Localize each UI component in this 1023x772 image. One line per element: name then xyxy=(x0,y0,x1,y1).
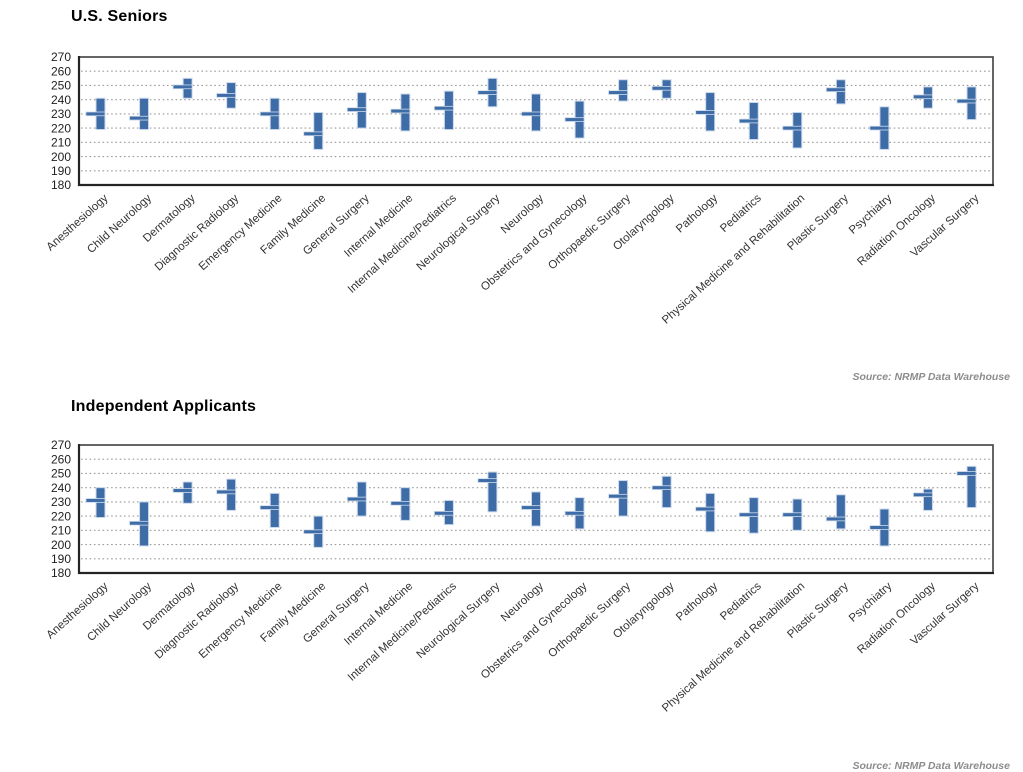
y-tick-label: 260 xyxy=(51,452,71,466)
range-bar xyxy=(487,471,498,513)
chart-title: U.S. Seniors xyxy=(71,8,168,25)
median-tick xyxy=(564,117,585,122)
range-bar xyxy=(139,97,150,131)
median-tick xyxy=(85,111,106,117)
median-tick xyxy=(303,131,324,137)
median-tick xyxy=(825,87,846,93)
y-tick-label: 180 xyxy=(51,566,71,580)
median-tick xyxy=(825,516,846,522)
y-tick-label: 230 xyxy=(51,107,71,121)
y-tick-label: 210 xyxy=(51,136,71,150)
x-axis-label: Pathology xyxy=(674,192,720,235)
median-tick xyxy=(782,125,803,131)
median-tick xyxy=(913,94,933,100)
median-tick xyxy=(172,84,193,90)
range-bar xyxy=(226,478,237,511)
median-tick xyxy=(346,107,367,112)
median-tick xyxy=(346,496,367,502)
y-tick-label: 200 xyxy=(51,150,71,164)
median-tick xyxy=(390,501,411,506)
y-tick-label: 270 xyxy=(51,50,71,64)
range-bar xyxy=(966,465,977,509)
median-tick xyxy=(738,512,759,517)
median-tick xyxy=(913,492,933,498)
y-tick-label: 240 xyxy=(51,481,71,495)
x-axis-label: Emergency Medicine xyxy=(197,580,285,661)
median-tick xyxy=(956,471,977,476)
median-tick xyxy=(521,505,541,510)
y-tick-label: 190 xyxy=(51,552,71,566)
y-tick-label: 210 xyxy=(51,524,71,538)
median-tick xyxy=(782,512,803,517)
median-tick xyxy=(695,506,716,512)
median-tick xyxy=(869,125,890,131)
x-axis-label: Pediatrics xyxy=(718,580,764,623)
independent-applicants-chart-section: Independent Applicants 270 260 250 240 230 22… xyxy=(0,388,1023,772)
median-tick xyxy=(956,98,977,104)
y-tick-label: 240 xyxy=(51,93,71,107)
median-tick xyxy=(85,498,106,503)
median-tick xyxy=(695,110,716,115)
us-seniors-chart-section: U.S. Seniors 270 260 250 240 230 220 210 200 190… xyxy=(45,8,1010,383)
y-tick-label: 250 xyxy=(51,467,71,481)
us-seniors-plot: 270260250240230220210200190180Anesthesio… xyxy=(45,50,994,327)
median-tick xyxy=(129,520,149,526)
x-axis-label: Neurological Surgery xyxy=(415,192,503,273)
x-axis-label: Orthopaedic Surgery xyxy=(546,192,633,272)
range-bar xyxy=(313,111,324,150)
y-tick-label: 250 xyxy=(51,79,71,93)
independent-applicants-plot: 270260250240230220210200190180Anesthesio… xyxy=(45,438,994,715)
x-axis-label: Radiation Oncology xyxy=(855,580,938,656)
y-tick-label: 220 xyxy=(51,121,71,135)
x-axis-label: Pathology xyxy=(674,580,720,623)
x-axis-label: Diagnostic Radiology xyxy=(153,192,241,273)
median-tick xyxy=(869,525,890,530)
median-tick xyxy=(564,510,585,516)
source-note: Source: NRMP Data Warehouse xyxy=(852,760,1010,772)
y-tick-label: 190 xyxy=(51,164,71,178)
x-axis-label: Radiation Oncology xyxy=(855,192,938,268)
range-bar xyxy=(661,475,672,509)
y-tick-label: 220 xyxy=(51,509,71,523)
median-tick xyxy=(259,111,280,117)
median-tick xyxy=(259,505,280,510)
median-tick xyxy=(477,90,498,95)
y-tick-label: 180 xyxy=(51,178,71,192)
chart-title: Independent Applicants xyxy=(71,398,257,415)
y-tick-label: 200 xyxy=(51,538,71,552)
median-tick xyxy=(608,90,628,95)
median-tick xyxy=(129,115,149,121)
range-bar xyxy=(835,494,846,530)
median-tick xyxy=(172,488,193,493)
median-tick xyxy=(738,118,759,124)
source-note: Source: NRMP Data Warehouse xyxy=(852,371,1010,383)
median-tick xyxy=(433,510,454,516)
y-tick-label: 270 xyxy=(51,438,71,452)
median-tick xyxy=(216,93,237,98)
range-bar xyxy=(922,488,933,511)
median-tick xyxy=(477,478,498,483)
range-bar xyxy=(705,492,716,533)
range-bar xyxy=(269,492,280,528)
median-tick xyxy=(216,489,237,495)
median-tick xyxy=(521,111,541,117)
x-axis-label: Orthopaedic Surgery xyxy=(546,580,633,660)
x-axis-label: Emergency Medicine xyxy=(197,192,285,273)
median-tick xyxy=(651,485,672,490)
median-tick xyxy=(608,493,628,499)
y-tick-label: 230 xyxy=(51,495,71,509)
x-axis-label: Pediatrics xyxy=(718,192,764,235)
x-axis-label: Neurological Surgery xyxy=(415,580,503,661)
y-tick-label: 260 xyxy=(51,64,71,78)
x-axis-label: Diagnostic Radiology xyxy=(153,580,241,661)
median-tick xyxy=(433,105,454,111)
median-tick xyxy=(390,108,411,114)
median-tick xyxy=(651,85,672,91)
median-tick xyxy=(303,529,324,535)
